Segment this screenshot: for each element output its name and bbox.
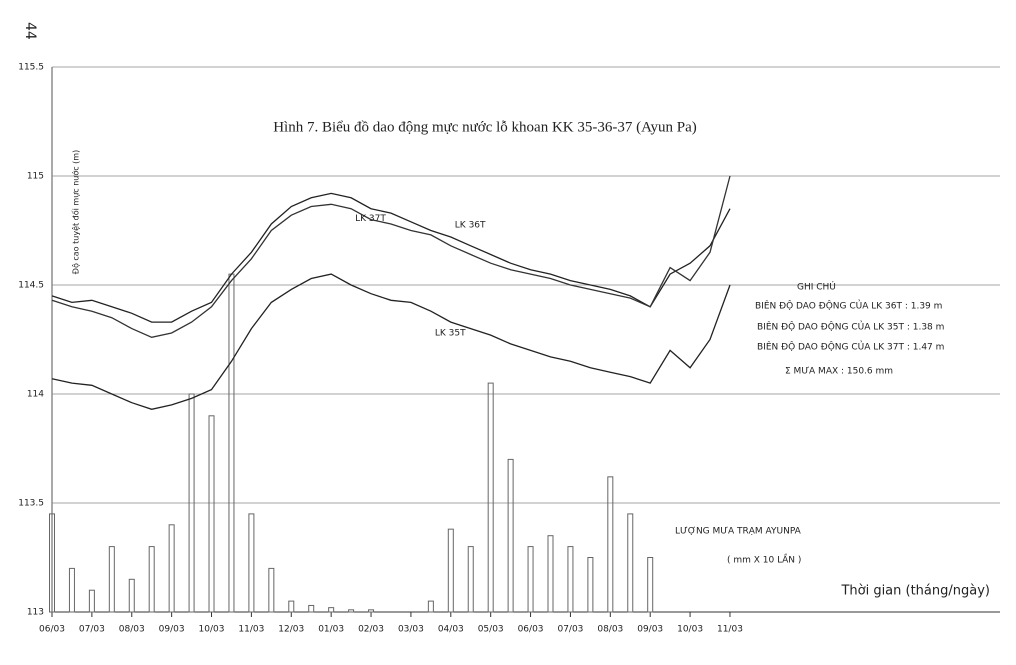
rain-bar: [108, 546, 115, 613]
annotation: LƯỢNG MƯA TRẠM AYUNPA: [675, 527, 802, 537]
rain-bar: [467, 546, 474, 613]
rain-bar: [88, 589, 95, 613]
y-tick-label: 115: [27, 172, 44, 182]
x-tick-label: 10/03: [199, 625, 225, 635]
rain-bar: [348, 609, 355, 613]
annotation: BIÊN ĐỘ DAO ĐỘNG CỦA LK 36T : 1.39 m: [755, 300, 942, 312]
series-label: LK 35T: [435, 329, 466, 339]
series-label: LK 36T: [455, 221, 486, 231]
x-axis-label: Thời gian (tháng/ngày): [840, 584, 990, 599]
rain-bar: [547, 535, 554, 613]
rain-bar: [288, 600, 295, 613]
x-tick-label: 05/03: [478, 625, 504, 635]
rain-bar: [507, 458, 514, 613]
x-tick-label: 12/03: [278, 625, 304, 635]
annotation: ( mm X 10 LẦN ): [727, 553, 801, 566]
y-tick-label: 113: [27, 608, 44, 618]
rain-bar: [268, 567, 275, 613]
rain-bar: [607, 476, 614, 613]
rain-bar: [148, 546, 155, 613]
series-line: [51, 175, 731, 338]
rain-bar: [368, 609, 375, 613]
x-tick-label: 08/03: [119, 625, 145, 635]
annotation: GHI CHÚ: [797, 281, 836, 293]
annotation: BIÊN ĐỘ DAO ĐỘNG CỦA LK 35T : 1.38 m: [757, 321, 944, 333]
rain-bar: [587, 557, 594, 613]
series-line: [51, 192, 731, 323]
rain-bar: [427, 600, 434, 613]
series-line: [51, 273, 731, 410]
x-tick-label: 06/03: [518, 625, 544, 635]
y-tick-label: 114.5: [18, 281, 44, 291]
rain-bar: [527, 546, 534, 613]
rain-bar: [248, 513, 255, 613]
rain-bar: [168, 524, 175, 613]
y-axis-label: Độ cao tuyệt đối mực nước (m): [71, 150, 82, 274]
series-label: LK 37T: [355, 214, 386, 224]
x-tick-label: 09/03: [159, 625, 185, 635]
rain-bar: [647, 557, 654, 613]
x-tick-label: 07/03: [79, 625, 105, 635]
page-number: 44: [22, 22, 38, 40]
x-tick-label: 02/03: [358, 625, 384, 635]
x-tick-label: 01/03: [318, 625, 344, 635]
x-tick-label: 11/03: [238, 625, 264, 635]
x-tick-label: 06/03: [39, 625, 65, 635]
x-tick-label: 08/03: [597, 625, 623, 635]
annotation: Σ MƯA MAX : 150.6 mm: [785, 367, 893, 377]
rain-bar: [128, 578, 135, 613]
rain-bar: [308, 604, 315, 613]
x-tick-label: 07/03: [557, 625, 583, 635]
y-tick-label: 114: [27, 390, 44, 400]
chart-title: Hình 7. Biểu đồ dao động mực nước lỗ kho…: [273, 119, 697, 135]
x-tick-label: 11/03: [717, 625, 743, 635]
rain-bar: [68, 567, 75, 613]
rain-bar: [447, 528, 454, 613]
rain-bar: [328, 607, 335, 613]
x-tick-label: 10/03: [677, 625, 703, 635]
rain-bar: [567, 546, 574, 613]
y-tick-label: 115.5: [18, 63, 44, 73]
rain-bar: [188, 393, 195, 613]
x-tick-label: 09/03: [637, 625, 663, 635]
annotation: BIÊN ĐỘ DAO ĐỘNG CỦA LK 37T : 1.47 m: [757, 341, 944, 353]
y-tick-label: 113.5: [18, 499, 44, 509]
rain-bar: [49, 513, 55, 613]
rain-bar: [487, 382, 494, 613]
x-tick-label: 04/03: [438, 625, 464, 635]
rain-bar: [627, 513, 634, 613]
rain-bar: [208, 415, 215, 613]
x-tick-label: 03/03: [398, 625, 424, 635]
